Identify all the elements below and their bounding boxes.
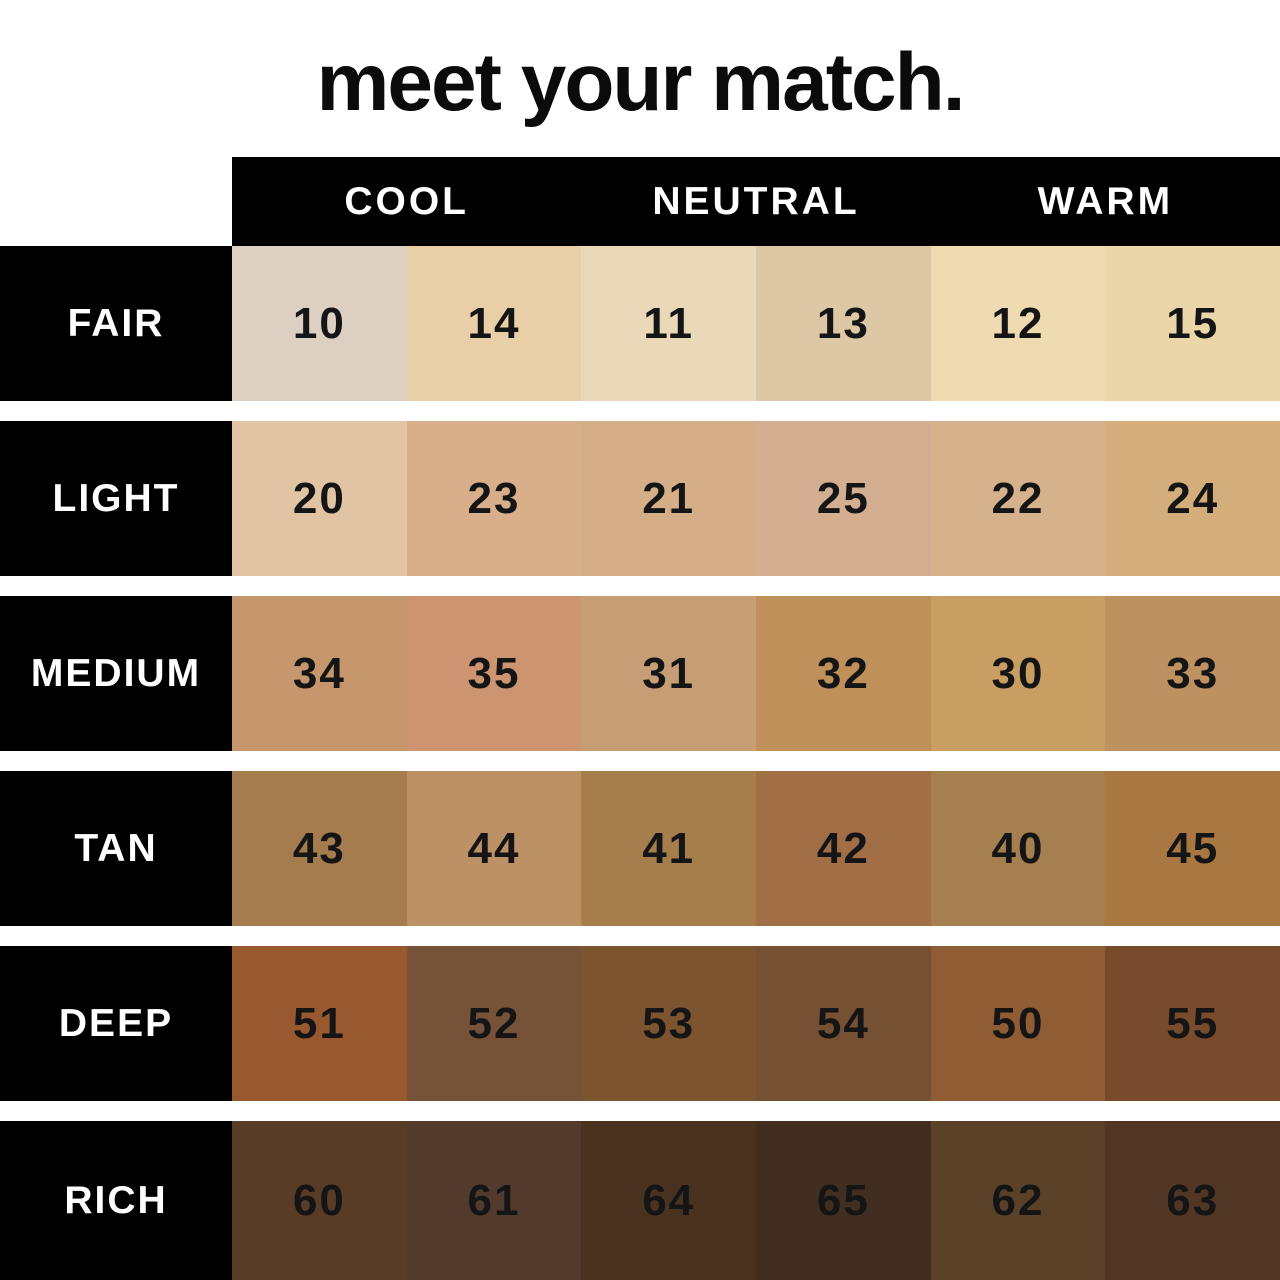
shade-swatch: 63 — [1105, 1121, 1280, 1280]
shade-swatch: 53 — [581, 946, 757, 1101]
shade-swatch: 20 — [232, 421, 407, 576]
shade-swatch: 11 — [581, 246, 757, 401]
shade-swatch: 35 — [406, 596, 582, 751]
shade-swatch: 40 — [930, 771, 1106, 926]
shade-swatch: 45 — [1105, 771, 1280, 926]
row-label-tan: TAN — [0, 771, 232, 926]
shade-swatch: 54 — [756, 946, 931, 1101]
header-spacer — [0, 157, 232, 246]
shade-swatch: 64 — [581, 1121, 757, 1280]
shade-swatch: 44 — [406, 771, 582, 926]
row-label-fair: FAIR — [0, 246, 232, 401]
shade-swatch: 33 — [1105, 596, 1280, 751]
shade-row-tan: TAN 43 44 41 42 40 45 — [0, 771, 1280, 926]
shade-swatch: 22 — [930, 421, 1106, 576]
shade-swatch: 10 — [232, 246, 407, 401]
column-header-neutral: NEUTRAL — [652, 179, 860, 223]
shade-swatch: 13 — [756, 246, 931, 401]
undertone-header-row: COOL NEUTRAL WARM — [0, 157, 1280, 246]
shade-row-medium: MEDIUM 34 35 31 32 30 33 — [0, 596, 1280, 751]
shade-swatch: 62 — [930, 1121, 1106, 1280]
shade-row-light: LIGHT 20 23 21 25 22 24 — [0, 421, 1280, 576]
shade-swatch: 43 — [232, 771, 407, 926]
shade-swatch: 51 — [232, 946, 407, 1101]
row-label-deep: DEEP — [0, 946, 232, 1101]
shade-swatch: 31 — [581, 596, 757, 751]
page-title: meet your match. — [316, 36, 966, 128]
shade-swatch: 50 — [930, 946, 1106, 1101]
shade-swatch: 21 — [581, 421, 757, 576]
shade-swatch: 25 — [756, 421, 931, 576]
shade-swatch: 15 — [1105, 246, 1280, 401]
shade-swatch: 14 — [406, 246, 582, 401]
shade-swatch: 65 — [756, 1121, 931, 1280]
shade-swatch: 24 — [1105, 421, 1280, 576]
column-header-cool: COOL — [344, 179, 469, 223]
row-label-medium: MEDIUM — [0, 596, 232, 751]
shade-swatch: 34 — [232, 596, 407, 751]
row-label-rich: RICH — [0, 1121, 232, 1280]
shade-swatch: 41 — [581, 771, 757, 926]
shade-row-fair: FAIR 10 14 11 13 12 15 — [0, 246, 1280, 401]
shade-swatch: 32 — [756, 596, 931, 751]
shade-swatch: 30 — [930, 596, 1106, 751]
shade-swatch: 60 — [232, 1121, 407, 1280]
shade-swatch: 23 — [406, 421, 582, 576]
row-label-light: LIGHT — [0, 421, 232, 576]
shade-swatch: 12 — [930, 246, 1106, 401]
undertone-header-bar: COOL NEUTRAL WARM — [232, 157, 1280, 246]
column-header-warm: WARM — [1037, 179, 1174, 223]
shade-swatch: 52 — [406, 946, 582, 1101]
title-area: meet your match. — [0, 0, 1280, 157]
shade-swatch: 42 — [756, 771, 931, 926]
shade-swatch: 61 — [406, 1121, 582, 1280]
shade-row-deep: DEEP 51 52 53 54 50 55 — [0, 946, 1280, 1101]
shade-swatch: 55 — [1105, 946, 1280, 1101]
shade-row-rich: RICH 60 61 64 65 62 63 — [0, 1121, 1280, 1280]
